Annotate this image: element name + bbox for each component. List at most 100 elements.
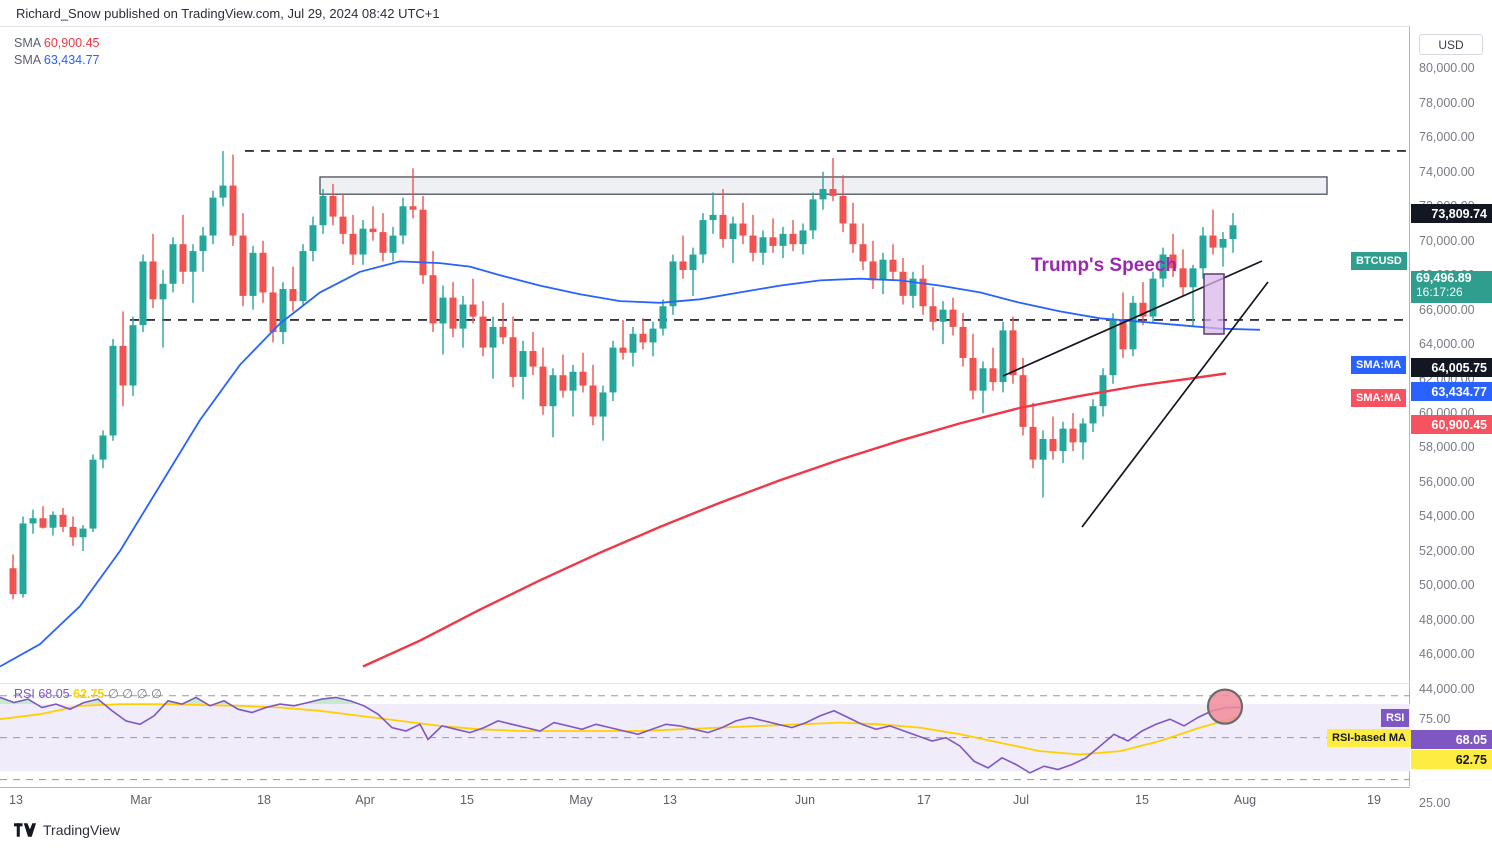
- candle-body[interactable]: [1129, 302, 1137, 350]
- candle-body[interactable]: [629, 333, 637, 353]
- candle-body[interactable]: [529, 351, 537, 367]
- candle-body[interactable]: [599, 392, 607, 417]
- candle-body[interactable]: [209, 197, 217, 236]
- candle-body[interactable]: [299, 251, 307, 302]
- candle-body[interactable]: [1149, 278, 1157, 317]
- candle-body[interactable]: [549, 375, 557, 407]
- candle-body[interactable]: [779, 233, 787, 246]
- candle-body[interactable]: [699, 220, 707, 255]
- candle-body[interactable]: [319, 195, 327, 226]
- candle-body[interactable]: [279, 289, 287, 333]
- candle-body[interactable]: [959, 326, 967, 358]
- candle-body[interactable]: [419, 209, 427, 276]
- candle-body[interactable]: [909, 278, 917, 296]
- candle-body[interactable]: [729, 223, 737, 240]
- candle-body[interactable]: [989, 368, 997, 383]
- candle-body[interactable]: [569, 371, 577, 391]
- candle-body[interactable]: [899, 271, 907, 296]
- candle-body[interactable]: [609, 347, 617, 393]
- sma-slow-line[interactable]: [362, 372, 1227, 668]
- candle-body[interactable]: [429, 275, 437, 324]
- candle-body[interactable]: [919, 278, 927, 307]
- candle-body[interactable]: [649, 328, 657, 343]
- candle-body[interactable]: [519, 351, 527, 377]
- candle-body[interactable]: [1029, 426, 1037, 460]
- candle-body[interactable]: [329, 195, 337, 217]
- candle-body[interactable]: [249, 252, 257, 296]
- candle-body[interactable]: [879, 259, 887, 281]
- candle-body[interactable]: [339, 216, 347, 234]
- candle-body[interactable]: [409, 206, 417, 210]
- candle-body[interactable]: [849, 223, 857, 245]
- candle-body[interactable]: [589, 385, 597, 417]
- candle-body[interactable]: [929, 306, 937, 322]
- candle-body[interactable]: [39, 518, 47, 528]
- candle-body[interactable]: [839, 195, 847, 224]
- candle-body[interactable]: [759, 237, 767, 253]
- candle-body[interactable]: [199, 235, 207, 252]
- currency-badge[interactable]: USD: [1419, 34, 1483, 55]
- price-axis[interactable]: USD 80,000.00 78,000.00 76,000.00 74,000.00…: [1411, 26, 1492, 810]
- candle-body[interactable]: [139, 261, 147, 326]
- rsi-ma-line[interactable]: [0, 703, 1241, 756]
- candle-body[interactable]: [479, 316, 487, 348]
- candle-body[interactable]: [709, 214, 717, 221]
- candle-body[interactable]: [809, 199, 817, 231]
- chart-frame[interactable]: SMA 60,900.45 SMA 63,434.77 Trump's Spee…: [0, 26, 1410, 786]
- candle-body[interactable]: [579, 371, 587, 386]
- rsi-pane[interactable]: RSI 68.05 62.75 ∅ ∅ ∅ ∅: [0, 683, 1410, 788]
- candle-body[interactable]: [999, 330, 1007, 383]
- candle-body[interactable]: [1219, 239, 1227, 248]
- candle-body[interactable]: [509, 337, 517, 377]
- candle-body[interactable]: [1039, 438, 1047, 460]
- candle-body[interactable]: [1199, 235, 1207, 269]
- candle-body[interactable]: [1089, 406, 1097, 424]
- candle-body[interactable]: [449, 297, 457, 329]
- candle-body[interactable]: [949, 309, 957, 327]
- time-axis[interactable]: 13 Mar 18 Apr 15 May 13 Jun 17 Jul 15 Aug 19: [0, 787, 1410, 816]
- candle-body[interactable]: [459, 304, 467, 329]
- candle-body[interactable]: [559, 375, 567, 391]
- candle-body[interactable]: [439, 297, 447, 324]
- candle-body[interactable]: [1019, 375, 1027, 427]
- candle-body[interactable]: [9, 568, 17, 595]
- candle-body[interactable]: [59, 514, 67, 527]
- candle-body[interactable]: [659, 306, 667, 329]
- rsi-crossover-marker[interactable]: [1206, 688, 1244, 725]
- candle-body[interactable]: [359, 228, 367, 255]
- candle-body[interactable]: [179, 244, 187, 272]
- candle-body[interactable]: [259, 252, 267, 293]
- candle-body[interactable]: [219, 185, 227, 198]
- candle-body[interactable]: [379, 232, 387, 253]
- candle-body[interactable]: [669, 261, 677, 307]
- candle-body[interactable]: [1139, 302, 1147, 317]
- candle-body[interactable]: [239, 235, 247, 296]
- candle-body[interactable]: [749, 235, 757, 253]
- candle-body[interactable]: [129, 325, 137, 386]
- candle-body[interactable]: [979, 368, 987, 391]
- candle-body[interactable]: [29, 518, 37, 524]
- candle-body[interactable]: [889, 259, 897, 272]
- candle-body[interactable]: [369, 228, 377, 233]
- trump-speech-annotation[interactable]: Trump's Speech: [1031, 255, 1178, 276]
- candle-body[interactable]: [1009, 330, 1017, 376]
- candle-body[interactable]: [719, 214, 727, 240]
- trump-speech-candle[interactable]: [1203, 273, 1225, 335]
- candle-body[interactable]: [739, 223, 747, 236]
- candle-body[interactable]: [229, 185, 237, 236]
- candle-body[interactable]: [169, 244, 177, 284]
- candle-body[interactable]: [309, 225, 317, 252]
- candle-body[interactable]: [109, 345, 117, 436]
- price-pane[interactable]: SMA 60,900.45 SMA 63,434.77 Trump's Spee…: [0, 27, 1410, 682]
- candle-body[interactable]: [1079, 423, 1087, 443]
- candle-body[interactable]: [1119, 320, 1127, 350]
- candle-body[interactable]: [689, 254, 697, 271]
- candle-body[interactable]: [769, 237, 777, 246]
- candle-body[interactable]: [829, 189, 837, 196]
- candle-body[interactable]: [639, 333, 647, 343]
- candle-body[interactable]: [19, 523, 27, 595]
- candle-body[interactable]: [49, 514, 57, 528]
- candle-body[interactable]: [289, 289, 297, 302]
- candle-body[interactable]: [399, 206, 407, 236]
- candle-body[interactable]: [89, 459, 97, 529]
